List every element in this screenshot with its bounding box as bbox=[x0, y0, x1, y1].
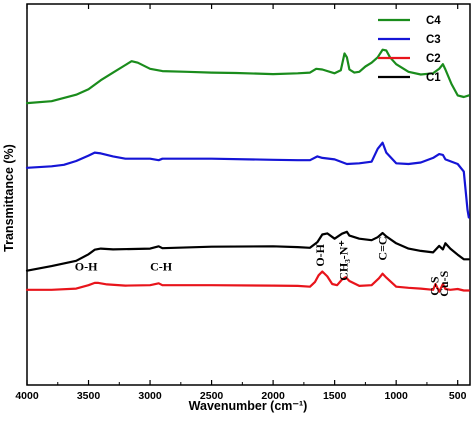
x-tick-label-3000: 3000 bbox=[138, 390, 162, 402]
x-tick-label-2000: 2000 bbox=[261, 390, 285, 402]
y-axis-title: Transmittance (%) bbox=[2, 144, 16, 252]
x-tick-label-1500: 1500 bbox=[323, 390, 347, 402]
series-line-c3 bbox=[25, 141, 470, 219]
x-tick-label-2500: 2500 bbox=[200, 390, 224, 402]
annotation-2: O-H bbox=[313, 243, 327, 266]
annotation-0: O-H bbox=[75, 260, 98, 274]
annotation-1: C-H bbox=[150, 260, 173, 274]
legend-label-c4: C4 bbox=[426, 15, 441, 27]
legend-label-c2: C2 bbox=[426, 53, 441, 65]
series-line-c2 bbox=[25, 270, 470, 293]
annotation-5: C-S bbox=[427, 276, 441, 296]
x-axis-title: Wavenumber (cm⁻¹) bbox=[189, 399, 308, 413]
annotation-3: CH₃-N⁺ bbox=[336, 240, 350, 281]
x-tick-label-500: 500 bbox=[449, 390, 467, 402]
x-tick-label-4000: 4000 bbox=[15, 390, 39, 402]
series-line-c1 bbox=[25, 230, 470, 272]
x-tick-label-3500: 3500 bbox=[77, 390, 101, 402]
x-tick-label-1000: 1000 bbox=[384, 390, 408, 402]
annotation-6: Cu-S bbox=[437, 270, 451, 296]
legend-label-c3: C3 bbox=[426, 34, 441, 46]
legend-label-c1: C1 bbox=[426, 72, 441, 84]
series-line-c4 bbox=[25, 48, 470, 105]
annotation-4: C=C bbox=[376, 236, 390, 260]
plot-frame bbox=[26, 3, 471, 386]
